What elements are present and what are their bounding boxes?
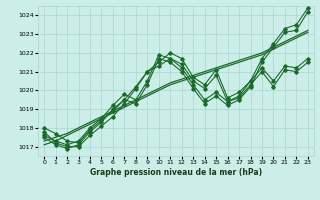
X-axis label: Graphe pression niveau de la mer (hPa): Graphe pression niveau de la mer (hPa) bbox=[90, 168, 262, 177]
